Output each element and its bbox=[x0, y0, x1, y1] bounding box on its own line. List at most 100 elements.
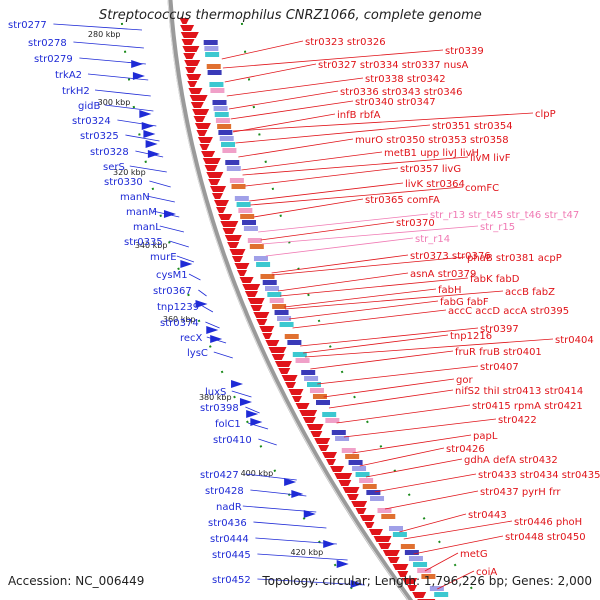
right-callout-line bbox=[265, 237, 414, 257]
reverse-gene-mark bbox=[378, 543, 392, 549]
category-mark bbox=[388, 526, 403, 531]
right-gene-label: accB fabZ bbox=[505, 287, 555, 298]
category-mark bbox=[279, 322, 294, 327]
reverse-gene-mark bbox=[186, 74, 202, 80]
reverse-gene-mark bbox=[247, 298, 265, 304]
reverse-gene-mark bbox=[359, 515, 375, 521]
category-mark bbox=[404, 550, 419, 555]
right-callout-line bbox=[224, 63, 317, 83]
right-callout-line bbox=[245, 167, 399, 187]
reverse-gene-mark bbox=[268, 347, 287, 353]
reverse-gene-mark bbox=[278, 368, 291, 374]
right-callout-line bbox=[238, 138, 354, 158]
reverse-gene-mark bbox=[229, 249, 246, 255]
left-callout-line bbox=[149, 180, 171, 188]
reverse-gene-mark bbox=[234, 263, 250, 269]
category-mark bbox=[234, 196, 249, 201]
right-callout-line bbox=[328, 389, 454, 409]
category-mark bbox=[222, 148, 237, 153]
right-gene-label: str0323 str0326 bbox=[305, 37, 386, 48]
left-callout-line bbox=[79, 57, 146, 65]
forward-gene-mark bbox=[132, 72, 145, 80]
right-gene-label: str0339 bbox=[445, 46, 484, 57]
right-gene-label: infB rbfA bbox=[337, 110, 381, 121]
right-gene-label: clpP bbox=[535, 109, 556, 120]
right-callout-line bbox=[399, 513, 467, 533]
left-callout-line bbox=[129, 165, 167, 173]
category-mark bbox=[287, 340, 302, 345]
category-mark bbox=[345, 454, 360, 459]
category-mark bbox=[204, 46, 219, 51]
right-callout-line bbox=[352, 434, 472, 454]
reverse-gene-mark bbox=[184, 60, 201, 66]
category-mark bbox=[413, 562, 428, 567]
right-callout-line bbox=[284, 288, 437, 308]
forward-gene-mark bbox=[336, 560, 349, 568]
category-mark bbox=[229, 178, 244, 183]
category-mark bbox=[267, 292, 282, 297]
left-callout-line bbox=[213, 351, 233, 359]
left-callout-line bbox=[94, 89, 151, 97]
reverse-gene-mark bbox=[351, 501, 368, 507]
right-callout-line bbox=[359, 447, 445, 467]
forward-gene-mark bbox=[284, 478, 297, 486]
right-callout-line bbox=[228, 90, 339, 110]
forward-gene-mark bbox=[250, 418, 263, 426]
reverse-gene-mark bbox=[218, 214, 233, 220]
right-callout-line bbox=[278, 272, 409, 292]
category-mark bbox=[238, 208, 253, 213]
category-mark bbox=[429, 586, 444, 591]
reverse-gene-mark bbox=[204, 165, 218, 171]
right-gene-label: str_r13 str_t45 str_t46 str_t47 bbox=[430, 210, 579, 221]
category-mark bbox=[370, 496, 385, 501]
reverse-gene-mark bbox=[322, 452, 338, 458]
reverse-gene-mark bbox=[355, 508, 367, 514]
category-mark bbox=[240, 214, 255, 219]
reverse-gene-mark bbox=[256, 319, 268, 325]
reverse-gene-mark bbox=[189, 95, 208, 101]
category-mark bbox=[207, 70, 222, 75]
right-gene-label: str0327 str0334 str0337 nusA bbox=[318, 60, 468, 71]
right-gene-label: str0443 bbox=[468, 510, 507, 521]
left-callout-line bbox=[176, 255, 195, 263]
category-mark bbox=[301, 370, 316, 375]
right-gene-label: str0365 comFA bbox=[365, 195, 440, 206]
left-gene-label: str0428 bbox=[205, 486, 244, 497]
left-callout-line bbox=[135, 150, 164, 158]
category-mark bbox=[218, 130, 233, 135]
reverse-gene-mark bbox=[210, 186, 227, 192]
right-callout-line bbox=[258, 213, 429, 233]
category-mark bbox=[231, 184, 246, 189]
left-callout-line bbox=[257, 553, 348, 561]
category-mark bbox=[256, 262, 271, 267]
left-gene-label: trkH2 bbox=[62, 86, 90, 97]
category-mark bbox=[348, 460, 363, 465]
right-gene-label: str0407 bbox=[480, 362, 519, 373]
right-gene-label: fabH bbox=[438, 285, 462, 296]
reverse-gene-mark bbox=[265, 340, 280, 346]
left-gene-label: str0444 bbox=[210, 534, 249, 545]
left-callout-line bbox=[250, 489, 307, 497]
forward-gene-mark bbox=[246, 410, 259, 418]
right-gene-label: str0370 bbox=[396, 218, 435, 229]
right-gene-label: fabK fabD bbox=[470, 274, 520, 285]
reverse-gene-mark bbox=[397, 571, 409, 577]
reverse-gene-mark bbox=[180, 25, 195, 31]
reverse-gene-mark bbox=[239, 277, 254, 283]
left-gene-label: str0367 bbox=[153, 286, 192, 297]
forward-gene-mark bbox=[195, 300, 208, 308]
right-callout-line bbox=[260, 221, 395, 241]
category-mark bbox=[272, 304, 287, 309]
category-mark bbox=[242, 220, 257, 225]
right-gene-label: str0351 str0354 bbox=[432, 121, 513, 132]
category-mark bbox=[359, 478, 374, 483]
category-mark bbox=[362, 484, 377, 489]
genome-summary: Topology: circular; Length: 1,796,226 bp… bbox=[262, 574, 592, 588]
reverse-gene-mark bbox=[220, 221, 239, 227]
right-callout-line bbox=[437, 570, 475, 590]
forward-gene-mark bbox=[139, 110, 152, 118]
reverse-gene-mark bbox=[407, 585, 418, 591]
category-mark bbox=[335, 436, 350, 441]
reverse-gene-mark bbox=[250, 305, 263, 311]
